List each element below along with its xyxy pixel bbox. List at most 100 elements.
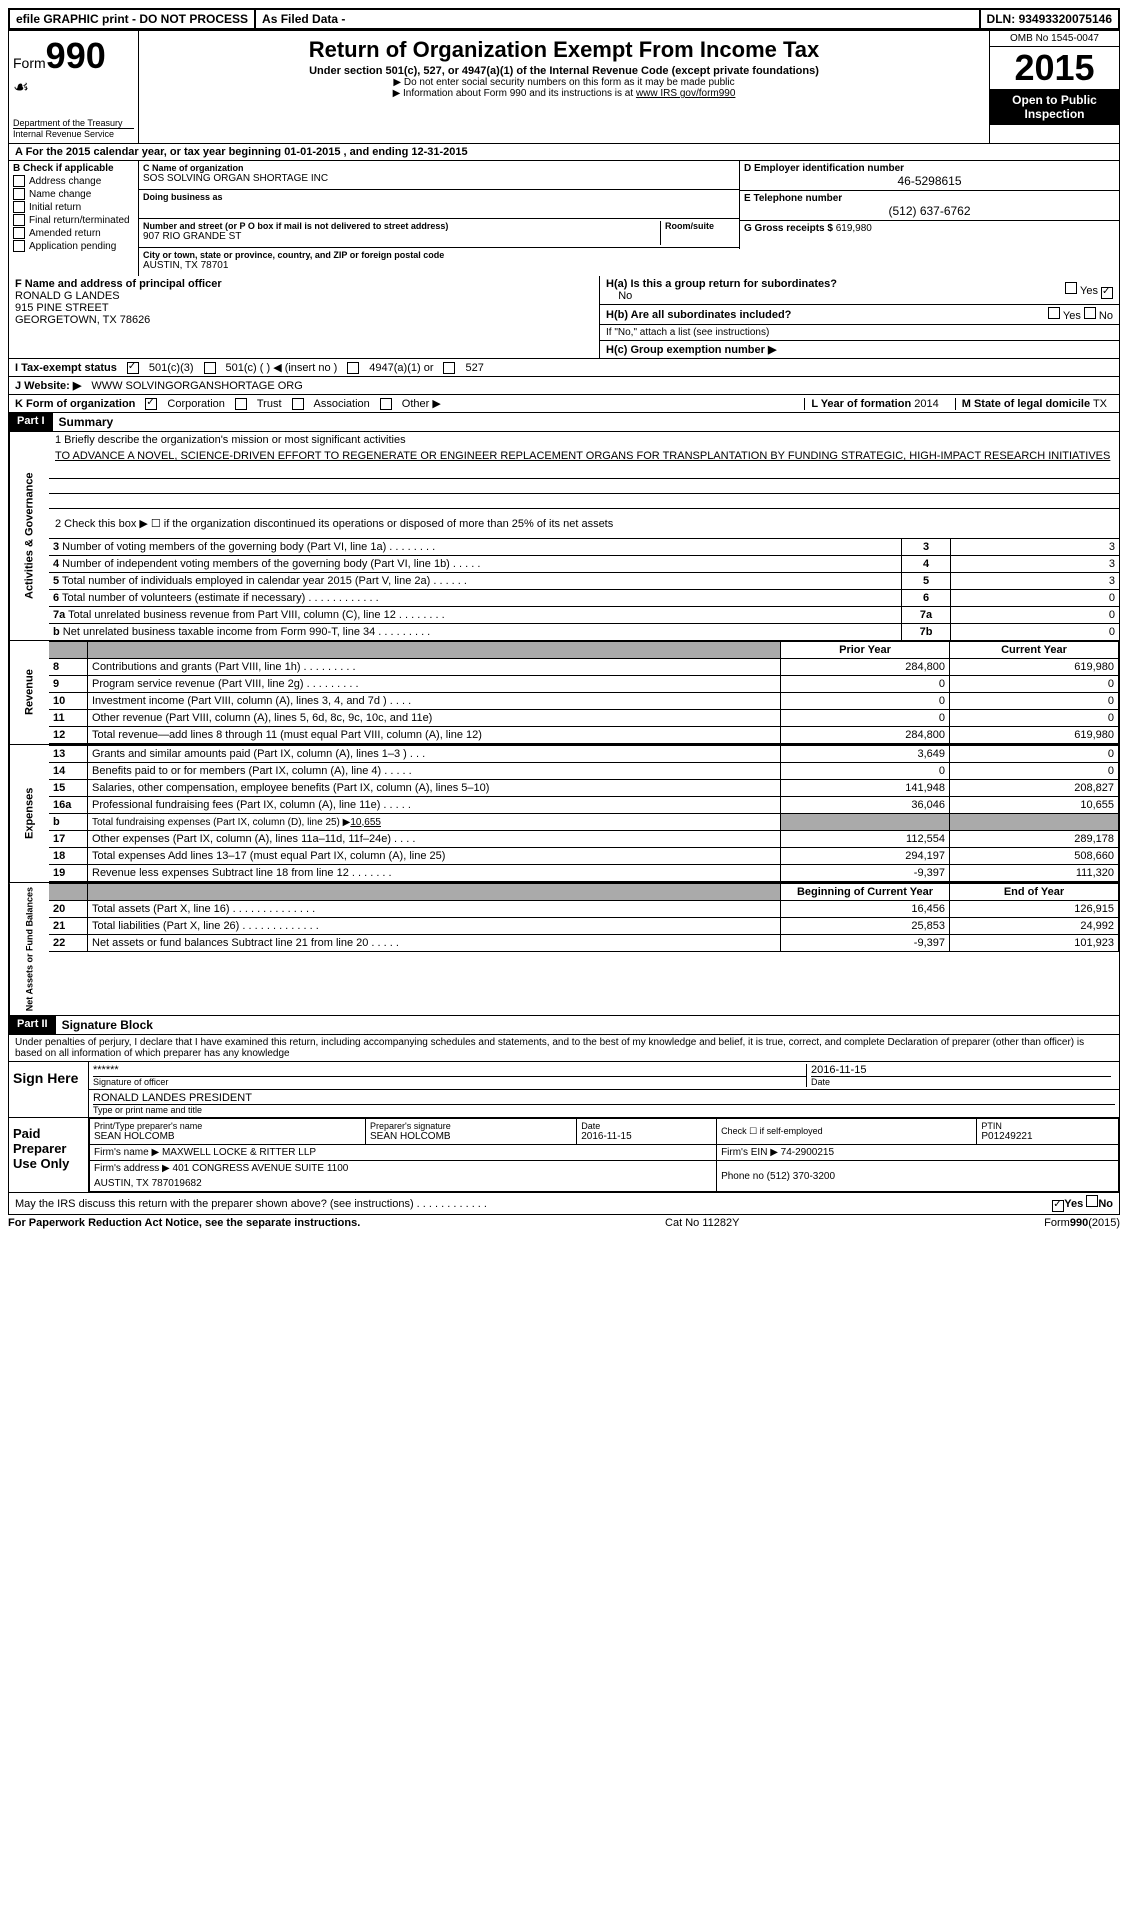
org-name: SOS SOLVING ORGAN SHORTAGE INC (143, 173, 735, 184)
rev-prior: 0 (781, 710, 950, 727)
ha-yes-chk[interactable] (1065, 282, 1077, 294)
exp-desc: Other expenses (Part IX, column (A), lin… (88, 831, 781, 848)
discuss-no-chk[interactable] (1086, 1195, 1098, 1207)
room-label: Room/suite (665, 221, 735, 231)
prep-title: Paid Preparer Use Only (9, 1118, 89, 1192)
right-header: OMB No 1545-0047 2015 Open to Public Ins… (989, 31, 1119, 143)
form-header: Form990 ☙ Department of the Treasury Int… (8, 30, 1120, 144)
website-label: J Website: ▶ (15, 379, 81, 392)
tax-year: 2015 (990, 47, 1119, 89)
chk-trust[interactable] (235, 398, 247, 410)
form-year-footer: (2015) (1088, 1217, 1120, 1229)
rev-ln: 10 (49, 693, 88, 710)
sig-date-label: Date (811, 1076, 1111, 1087)
state-domicile-value: TX (1093, 398, 1107, 410)
exp-desc: Professional fundraising fees (Part IX, … (88, 797, 781, 814)
chk-initial[interactable] (13, 201, 25, 213)
year-formation-value: 2014 (914, 398, 938, 410)
officer-addr1: 915 PINE STREET (15, 302, 593, 314)
gov-key: 6 (902, 590, 951, 607)
gov-val: 0 (951, 624, 1120, 641)
efile-left: efile GRAPHIC print - DO NOT PROCESS (10, 10, 254, 28)
exp-ln: 14 (49, 763, 88, 780)
net-desc: Total liabilities (Part X, line 26) . . … (88, 918, 781, 935)
expenses-section: Expenses 13Grants and similar amounts pa… (8, 745, 1120, 883)
chk-501c3[interactable] (127, 362, 139, 374)
dept-treasury: Department of the Treasury (13, 118, 134, 128)
gross-label: G Gross receipts $ (744, 223, 833, 234)
exp-table: 13Grants and similar amounts paid (Part … (49, 745, 1119, 882)
tel-label: E Telephone number (744, 193, 1115, 204)
gov-line: 3 Number of voting members of the govern… (49, 539, 902, 556)
chk-amended[interactable] (13, 227, 25, 239)
officer-group-block: F Name and address of principal officer … (8, 276, 1120, 359)
rev-prior: 284,800 (781, 727, 950, 744)
rev-desc: Contributions and grants (Part VIII, lin… (88, 659, 781, 676)
open-public: Open to Public Inspection (990, 89, 1119, 125)
omb-number: OMB No 1545-0047 (990, 31, 1119, 47)
opt-4947: 4947(a)(1) or (369, 362, 433, 374)
opt-other: Other ▶ (402, 397, 441, 410)
hb-yes-chk[interactable] (1048, 307, 1060, 319)
rev-desc: Investment income (Part VIII, column (A)… (88, 693, 781, 710)
chk-527[interactable] (443, 362, 455, 374)
col-h-group: H(a) Is this a group return for subordin… (599, 276, 1119, 358)
exp-desc: Total expenses Add lines 13–17 (must equ… (88, 848, 781, 865)
dln-label: DLN: (987, 12, 1016, 26)
rev-desc: Other revenue (Part VIII, column (A), li… (88, 710, 781, 727)
net-ln: 21 (49, 918, 88, 935)
rev-ln: 11 (49, 710, 88, 727)
paperwork-notice: For Paperwork Reduction Act Notice, see … (8, 1217, 360, 1229)
hb-no-chk[interactable] (1084, 307, 1096, 319)
lbl-final: Final return/terminated (29, 215, 130, 226)
prep-ptin-val: P01249221 (981, 1131, 1114, 1142)
discuss-yes: Yes (1064, 1198, 1083, 1210)
net-ln: 20 (49, 901, 88, 918)
form-number: 990 (46, 35, 106, 76)
chk-501c[interactable] (204, 362, 216, 374)
form-subtitle: Under section 501(c), 527, or 4947(a)(1)… (143, 65, 985, 77)
net-desc: Total assets (Part X, line 16) . . . . .… (88, 901, 781, 918)
opt-assoc: Association (314, 398, 370, 410)
chk-4947[interactable] (347, 362, 359, 374)
gov-val: 3 (951, 539, 1120, 556)
form-990-footer: 990 (1070, 1217, 1088, 1229)
gov-val: 3 (951, 556, 1120, 573)
part-ii-header: Part II Signature Block (8, 1016, 1120, 1035)
form-org-label: K Form of organization (15, 398, 135, 410)
street-value: 907 RIO GRANDE ST (143, 231, 660, 242)
rev-curr: 0 (950, 693, 1119, 710)
chk-final[interactable] (13, 214, 25, 226)
lbl-name: Name change (29, 189, 91, 200)
chk-address[interactable] (13, 175, 25, 187)
exp-prior: 0 (781, 763, 950, 780)
irs-link[interactable]: www IRS gov/form990 (636, 88, 735, 99)
ssn-note: ▶ Do not enter social security numbers o… (143, 77, 985, 88)
exp-curr: 208,827 (950, 780, 1119, 797)
ein-label: D Employer identification number (744, 163, 1115, 174)
exp-curr: 508,660 (950, 848, 1119, 865)
exp-ln: 15 (49, 780, 88, 797)
sig-officer-label: Signature of officer (93, 1076, 806, 1087)
rev-ln: 9 (49, 676, 88, 693)
cat-no: Cat No 11282Y (665, 1217, 739, 1229)
ha-no-chk[interactable] (1101, 287, 1113, 299)
discuss-no: No (1098, 1198, 1113, 1210)
form-title: Return of Organization Exempt From Incom… (143, 37, 985, 63)
exp-side-label: Expenses (9, 745, 49, 882)
prep-addr2-val: AUSTIN, TX 787019682 (90, 1176, 717, 1192)
chk-name[interactable] (13, 188, 25, 200)
form-box: Form990 ☙ Department of the Treasury Int… (9, 31, 139, 143)
q1-label: 1 Briefly describe the organization's mi… (49, 432, 1119, 448)
gov-val: 3 (951, 573, 1120, 590)
dba-label: Doing business as (143, 192, 735, 202)
city-label: City or town, state or province, country… (143, 250, 735, 260)
chk-corp[interactable] (145, 398, 157, 410)
chk-other[interactable] (380, 398, 392, 410)
chk-pending[interactable] (13, 240, 25, 252)
gov-line: 7a Total unrelated business revenue from… (49, 607, 902, 624)
discuss-yes-chk[interactable] (1052, 1200, 1064, 1212)
chk-assoc[interactable] (292, 398, 304, 410)
net-ln: 22 (49, 935, 88, 952)
form-footer: Form (1044, 1217, 1070, 1229)
